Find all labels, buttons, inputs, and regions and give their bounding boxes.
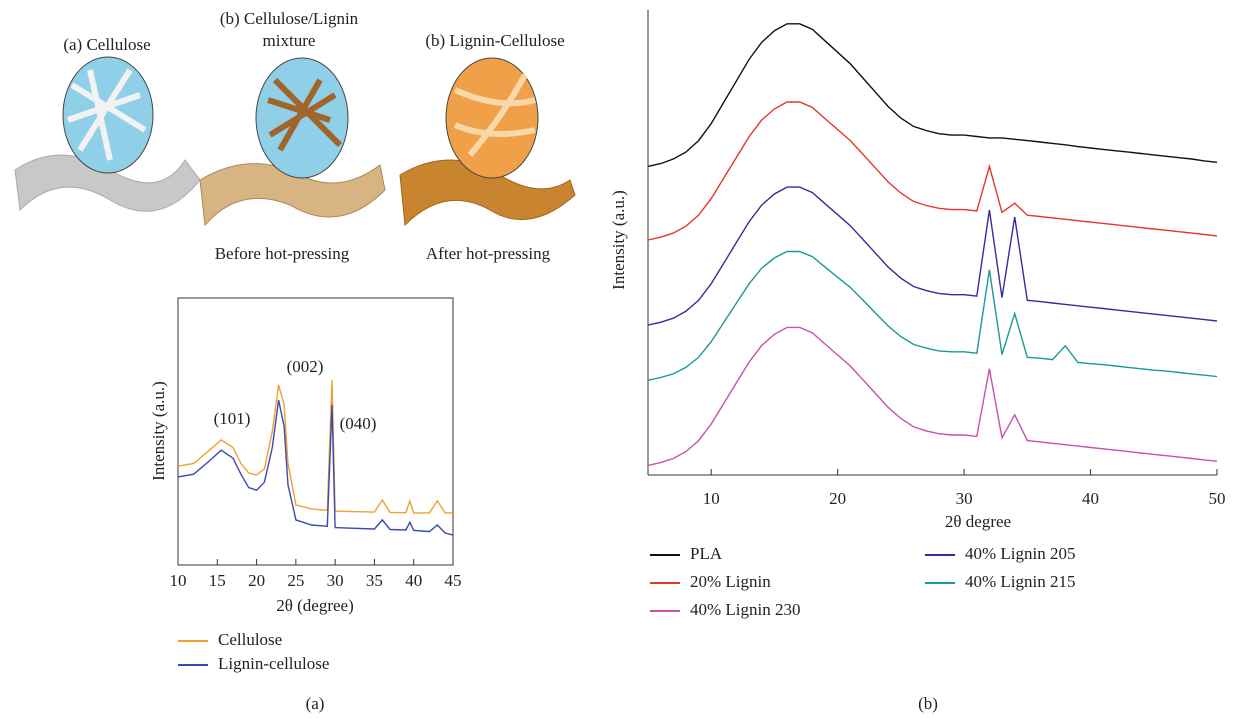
series-line xyxy=(647,23,1218,168)
x-tick-label: 45 xyxy=(445,571,462,590)
y-axis-label: Intensity (a.u.) xyxy=(149,381,168,481)
sheet xyxy=(199,163,386,227)
fibers xyxy=(453,73,536,157)
illustration-label: (a) Cellulose xyxy=(63,35,150,54)
x-tick-label: 50 xyxy=(1209,489,1226,508)
annotation: (002) xyxy=(287,357,324,376)
legend-label: Cellulose xyxy=(218,630,282,649)
x-tick-label: 25 xyxy=(287,571,304,590)
caption: Before hot-pressing xyxy=(215,244,350,263)
panel-label: (a) xyxy=(306,694,325,713)
legend-label: 40% Lignin 215 xyxy=(965,572,1076,591)
x-tick-label: 20 xyxy=(829,489,846,508)
legend-label: PLA xyxy=(690,544,723,563)
x-tick-label: 40 xyxy=(405,571,422,590)
annotation: (101) xyxy=(214,409,251,428)
illustration-label: (b) Cellulose/Lignin xyxy=(220,9,359,28)
x-tick-label: 35 xyxy=(366,571,383,590)
x-tick-label: 10 xyxy=(703,489,720,508)
x-tick-label: 40 xyxy=(1082,489,1099,508)
illustration-label: mixture xyxy=(263,31,316,50)
fibers xyxy=(267,77,343,152)
x-tick-label: 30 xyxy=(956,489,973,508)
illustration-label: (b) Lignin-Cellulose xyxy=(425,31,564,50)
illustration: (a) Cellulose (b) Cellulose/Lignin mixtu… xyxy=(14,9,576,263)
series-line xyxy=(647,101,1218,241)
legend-label: 40% Lignin 205 xyxy=(965,544,1076,563)
x-tick-label: 20 xyxy=(248,571,265,590)
series-line xyxy=(647,326,1218,467)
series-line xyxy=(177,399,454,536)
legend-label: 20% Lignin xyxy=(690,572,771,591)
caption: After hot-pressing xyxy=(426,244,551,263)
legend-label: 40% Lignin 230 xyxy=(690,600,801,619)
x-tick-label: 15 xyxy=(209,571,226,590)
series-line xyxy=(177,379,453,514)
x-tick-label: 10 xyxy=(170,571,187,590)
x-axis-label: 2θ (degree) xyxy=(276,596,354,615)
plot-frame xyxy=(177,297,454,566)
annotation: (040) xyxy=(340,414,377,433)
legend-label: Lignin-cellulose xyxy=(218,654,329,673)
series-line xyxy=(647,250,1218,381)
x-axis-label: 2θ degree xyxy=(945,512,1011,531)
series-line xyxy=(647,186,1218,326)
fibers xyxy=(67,68,147,161)
panel-label: (b) xyxy=(918,694,938,713)
y-axis-label: Intensity (a.u.) xyxy=(609,190,628,290)
x-tick-label: 30 xyxy=(327,571,344,590)
